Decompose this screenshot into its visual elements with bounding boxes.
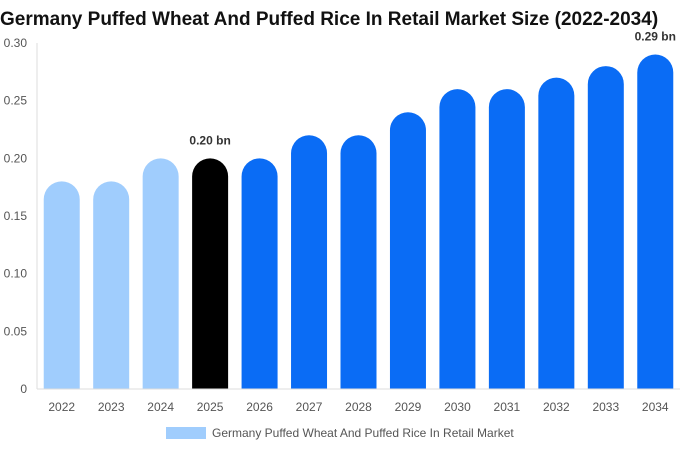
bar-2032	[538, 77, 575, 389]
bars-group	[43, 54, 674, 390]
y-tick-label: 0.05	[4, 324, 28, 338]
y-axis: 0 0.05 0.10 0.15 0.20 0.25 0.30	[4, 36, 38, 396]
bar-2024	[142, 158, 179, 389]
x-tick-label: 2033	[592, 400, 619, 414]
x-tick-label: 2029	[395, 400, 422, 414]
chart-title: Germany Puffed Wheat And Puffed Rice In …	[0, 9, 659, 30]
x-axis: 2022 2023 2024 2025 2026 2027 2028 2029 2030 2031…	[37, 388, 680, 414]
bar-2025	[192, 158, 229, 389]
legend: Germany Puffed Wheat And Puffed Rice In …	[166, 426, 514, 440]
bar-2030	[439, 89, 476, 389]
legend-label: Germany Puffed Wheat And Puffed Rice In …	[212, 426, 514, 440]
x-tick-label: 2028	[345, 400, 372, 414]
y-tick-label: 0.15	[4, 209, 28, 223]
y-tick-label: 0.25	[4, 94, 28, 108]
y-tick-label: 0.20	[4, 151, 28, 165]
data-label-2025: 0.20 bn	[189, 133, 230, 147]
x-tick-label: 2030	[444, 400, 471, 414]
bar-2033	[587, 66, 624, 389]
y-tick-label: 0.30	[4, 36, 28, 50]
x-tick-label: 2024	[147, 400, 174, 414]
x-tick-label: 2025	[197, 400, 224, 414]
x-tick-label: 2022	[48, 400, 75, 414]
bar-2031	[488, 89, 525, 390]
bar-2034	[637, 54, 674, 390]
x-tick-label: 2026	[246, 400, 273, 414]
x-tick-label: 2023	[98, 400, 125, 414]
data-labels-group: 0.20 bn 0.29 bn	[189, 30, 676, 148]
bar-2026	[241, 158, 278, 389]
x-tick-label: 2027	[296, 400, 323, 414]
bar-2027	[291, 135, 328, 389]
x-tick-label: 2032	[543, 400, 570, 414]
bar-2022	[43, 181, 80, 389]
y-tick-label: 0	[20, 382, 27, 396]
x-tick-label: 2031	[494, 400, 521, 414]
bar-2023	[93, 181, 130, 389]
data-label-2034: 0.29 bn	[635, 30, 676, 44]
legend-swatch	[166, 427, 206, 439]
bar-2029	[389, 112, 426, 389]
bar-2028	[340, 135, 377, 389]
y-tick-label: 0.10	[4, 267, 28, 281]
x-tick-label: 2034	[642, 400, 669, 414]
